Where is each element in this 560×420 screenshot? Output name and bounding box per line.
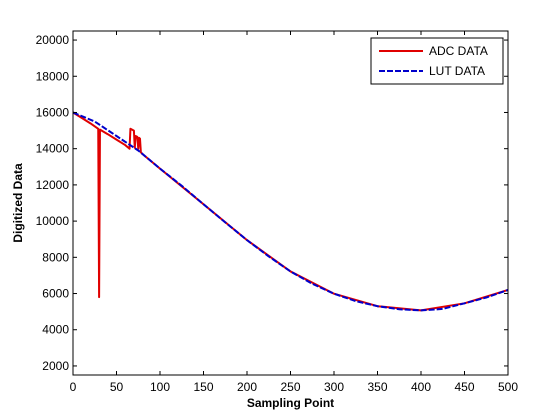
legend-label-0: ADC DATA <box>429 44 488 58</box>
x-tick-label: 250 <box>280 380 300 394</box>
x-tick-label: 450 <box>454 380 474 394</box>
series-line-1 <box>72 111 509 312</box>
y-tick-label: 10000 <box>36 214 70 228</box>
y-tick-label: 8000 <box>42 250 69 264</box>
x-tick-label: 400 <box>411 380 431 394</box>
x-tick-label: 350 <box>367 380 387 394</box>
x-tick-label: 100 <box>150 380 170 394</box>
y-tick-label: 16000 <box>36 105 70 119</box>
y-tick-label: 18000 <box>36 69 70 83</box>
series-layer <box>72 111 509 312</box>
y-tick-label: 12000 <box>36 178 70 192</box>
y-tick-label: 20000 <box>36 33 70 47</box>
x-tick-label: 200 <box>237 380 257 394</box>
x-tick-label: 0 <box>70 380 77 394</box>
x-tick-label: 300 <box>324 380 344 394</box>
x-tick-label: 500 <box>498 380 518 394</box>
y-axis-title: Digitized Data <box>11 163 25 243</box>
x-tick-label: 50 <box>110 380 124 394</box>
legend-box <box>370 37 504 85</box>
y-tick-label: 2000 <box>42 359 69 373</box>
y-tick-label: 4000 <box>42 323 69 337</box>
y-tick-label: 14000 <box>36 142 70 156</box>
legend: ADC DATA LUT DATA <box>370 37 504 85</box>
y-tick-label: 6000 <box>42 287 69 301</box>
series-line-0 <box>72 111 509 312</box>
ticks-layer: 0 50 100 150 200 250 300 350 400 450 500 2000 4000 60… <box>36 31 518 394</box>
legend-label-1: LUT DATA <box>429 64 485 78</box>
x-axis-title: Sampling Point <box>247 396 334 410</box>
x-tick-label: 150 <box>193 380 213 394</box>
